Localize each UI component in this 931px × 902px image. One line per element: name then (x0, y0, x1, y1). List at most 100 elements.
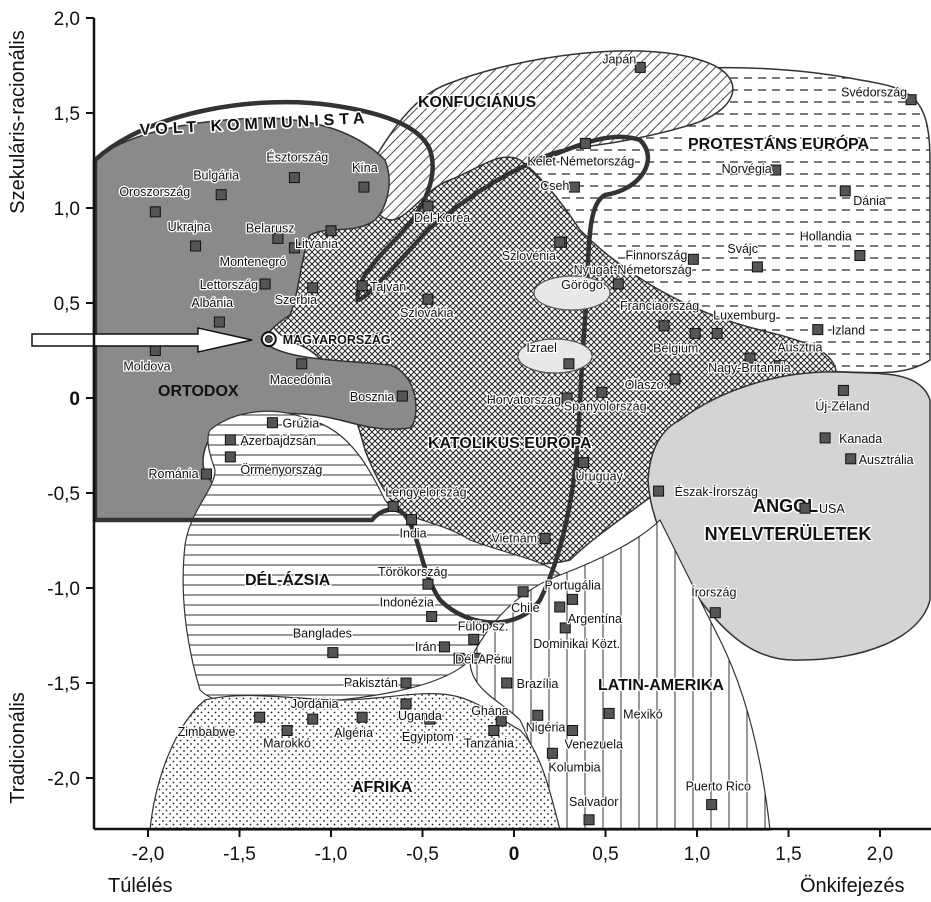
greece-ellipse (533, 275, 611, 311)
label-portugalia: Portugália (545, 578, 601, 592)
label-ausztralia: Ausztrália (859, 453, 914, 467)
marker-bosznia (396, 390, 408, 402)
marker-ukrajna (190, 240, 202, 252)
label-fulop-sz: Fülöp sz. (458, 619, 509, 633)
label-irorszag: Írország (691, 585, 736, 600)
marker-hollandia (854, 250, 866, 261)
label-moldova: Moldova (123, 360, 170, 374)
label-kelet-nemetorszag: Kelet-Németország (527, 154, 634, 168)
y-axis-title-top: Szekuláris-racionális (7, 30, 29, 213)
marker-kolumbia (546, 747, 558, 759)
label-spanyolorszag: Spanyolország (564, 399, 647, 413)
marker-usa (799, 502, 811, 514)
label-kina: Kína (352, 161, 378, 175)
label-szerbia: Szerbia (275, 293, 317, 307)
label-algeria: Algéria (334, 726, 373, 740)
region-label-protestant-europe: PROTESTÁNS EURÓPA (688, 134, 870, 153)
marker-albania (213, 316, 225, 328)
marker-olaszo (669, 373, 681, 385)
marker-esztorszag (288, 172, 300, 184)
label-luxemburg: Luxemburg (713, 308, 776, 322)
label-lengyelorszag: Lengyelország (385, 485, 466, 499)
marker-pakisztan (400, 677, 412, 689)
country-labels: Japán Svédország Kelet-Németország Norvégia… (118, 51, 915, 810)
marker-zimbabwe (254, 711, 266, 723)
region-english-speaking (647, 371, 931, 661)
label-gruzia: Grúzia (282, 417, 319, 431)
label-ormenyorszag: Örményország (240, 463, 322, 477)
x-tick-label: 2,0 (867, 844, 893, 865)
label-ghana: Ghána (471, 704, 509, 718)
marker-belgium (689, 327, 701, 339)
x-tick-label: 1,0 (684, 844, 710, 865)
y-tick-label: 1,0 (54, 199, 80, 220)
marker-ghana (495, 715, 507, 727)
label-peru: Peru (486, 652, 512, 666)
marker-romania (201, 468, 213, 480)
y-tick-label: 0 (69, 389, 80, 410)
marker-jordania (307, 713, 319, 725)
label-ausztria: Ausztria (777, 341, 822, 355)
marker-marokko (281, 725, 293, 736)
marker-dania (839, 185, 851, 197)
marker-svajc (751, 261, 763, 273)
y-axis-title-bottom: Tradicionális (7, 692, 29, 804)
label-vietnam: Vietnám (491, 532, 537, 546)
label-belarusz: Belarusz (246, 221, 295, 235)
y-tick-label: 2,0 (54, 9, 80, 30)
marker-lettorszag (259, 278, 271, 290)
label-jordania: Jordánia (291, 697, 339, 711)
marker-mexiko (603, 707, 615, 719)
marker-puerto-rico (706, 799, 718, 811)
marker-finnorszag (687, 253, 699, 265)
label-chile: Chile (511, 601, 540, 615)
marker-kina (358, 181, 370, 193)
marker-dominikai-kozt (559, 622, 571, 634)
x-tick-label: -2,0 (132, 844, 165, 865)
label-svajc: Svájc (727, 242, 758, 256)
marker-azerbajdzsan (224, 434, 236, 446)
label-belgium: Belgium (653, 341, 698, 355)
label-oroszorszag: Oroszország (119, 185, 190, 199)
label-uj-zeland: Új-Zéland (815, 398, 869, 413)
label-pakisztan: Pakisztán (344, 676, 398, 690)
marker-luxemburg (711, 327, 723, 339)
marker-banglades (327, 647, 339, 659)
label-izland: Izland (832, 324, 865, 338)
label-kolumbia: Kolumbia (548, 760, 600, 774)
marker-norvegia (770, 164, 782, 176)
marker-litvania (325, 225, 337, 237)
marker-india (406, 514, 418, 526)
marker-uganda (400, 698, 412, 710)
region-africa (149, 693, 561, 831)
marker-argentina (554, 601, 566, 613)
label-izrael: Izrael (526, 341, 557, 355)
region-label-confucian: KONFUCIÁNUS (418, 92, 537, 111)
region-label-catholic-europe: KATOLIKUS EURÓPA (428, 433, 592, 452)
marker-eszak-irorszag (653, 485, 665, 497)
x-tick-label: -0,5 (406, 844, 439, 865)
label-nyugat-nemetorszag: Nyugat-Németország (574, 263, 692, 277)
y-tick-label: -2,0 (47, 769, 80, 790)
label-zimbabwe: Zimbabwe (178, 725, 236, 739)
label-horvatorszag: Horvátország (487, 393, 561, 407)
label-albania: Albánia (191, 296, 233, 310)
label-azerbajdzsan: Azerbajdzsán (240, 434, 316, 448)
marker-oroszorszag (149, 206, 161, 218)
label-iran: Irán (415, 640, 437, 654)
label-bosznia: Bosznia (350, 390, 395, 404)
label-franciaorszag: Franciaország (620, 299, 699, 313)
marker-chile (517, 586, 529, 598)
marker-tajvan (356, 280, 368, 292)
marker-ausztria (773, 360, 785, 372)
label-szlovakia: Szlovákia (400, 306, 454, 320)
marker-moldova (149, 345, 161, 356)
label-kanada: Kanada (839, 432, 882, 446)
marker-montenegro (288, 242, 300, 254)
region-label-orthodox: ORTODOX (158, 383, 239, 400)
region-orthodox (94, 117, 417, 521)
label-dominikai-kozt: Dominikai Közt. (533, 637, 620, 651)
label-norvegia: Norvégia (722, 162, 772, 176)
marker-kelet-nemetorszag (579, 137, 591, 149)
marker-horvatorszag (561, 392, 573, 404)
